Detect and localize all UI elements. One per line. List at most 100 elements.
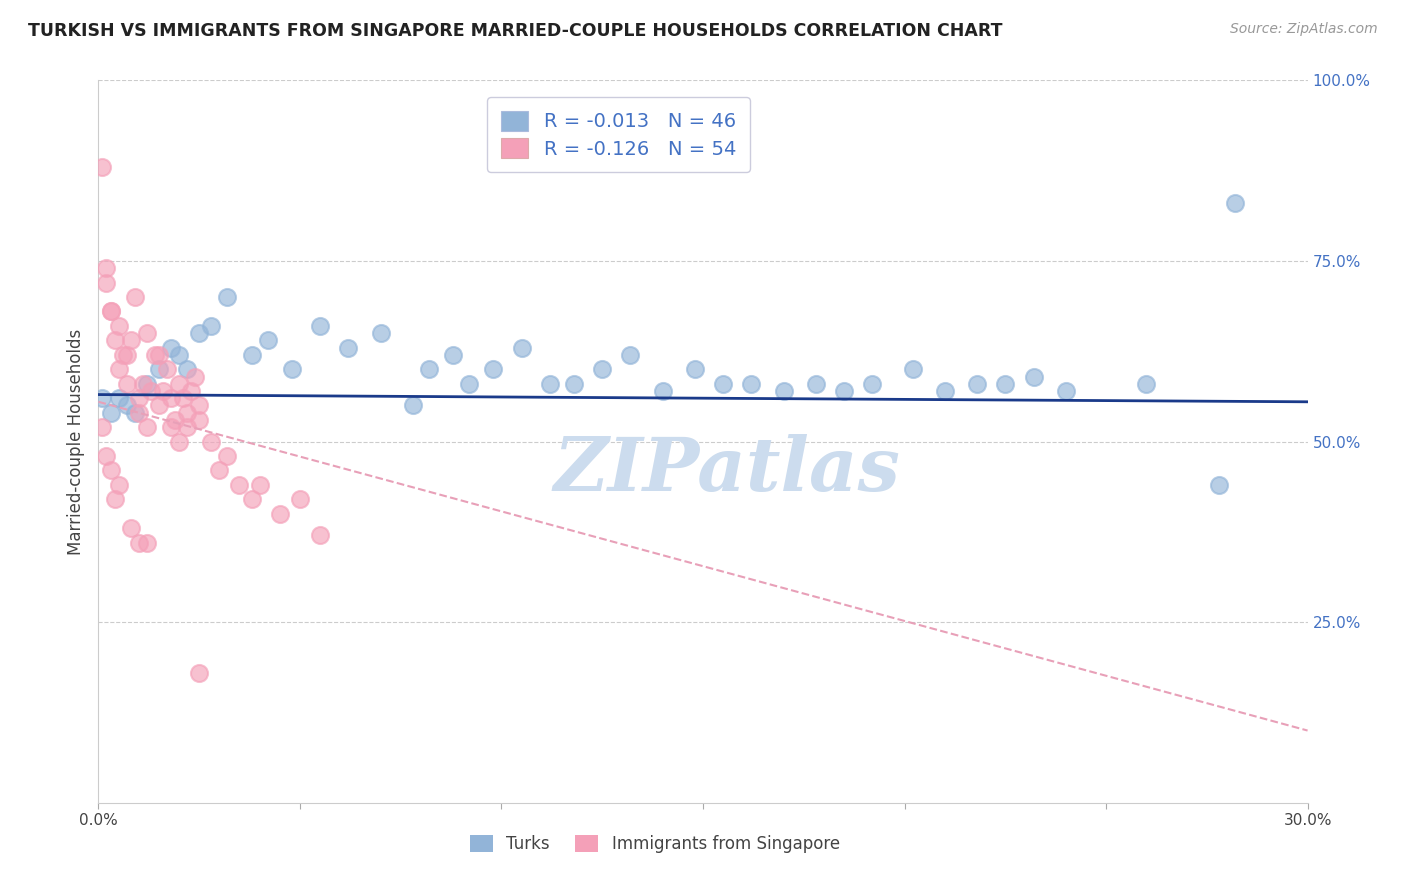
Point (100, 304, 122, 318)
Point (441, 348, 464, 362)
Point (96, 449, 118, 463)
Point (1223, 196, 1246, 211)
Point (1208, 478, 1230, 492)
Point (132, 376, 155, 391)
Point (562, 376, 585, 391)
Point (91, 160, 114, 174)
Point (115, 348, 138, 362)
Point (281, 362, 304, 376)
Point (288, 492, 311, 507)
Point (135, 376, 157, 391)
Point (482, 362, 505, 376)
Text: Source: ZipAtlas.com: Source: ZipAtlas.com (1230, 22, 1378, 37)
Text: TURKISH VS IMMIGRANTS FROM SINGAPORE MARRIED-COUPLE HOUSEHOLDS CORRELATION CHART: TURKISH VS IMMIGRANTS FROM SINGAPORE MAR… (28, 22, 1002, 40)
Text: ZIPatlas: ZIPatlas (554, 434, 901, 507)
Point (100, 406, 122, 420)
Point (124, 290, 146, 304)
Point (1022, 369, 1045, 384)
Point (176, 420, 198, 434)
Point (120, 334, 142, 348)
Point (337, 341, 360, 355)
Point (309, 318, 332, 333)
Point (901, 362, 924, 376)
Point (176, 362, 198, 376)
Point (176, 406, 198, 420)
Point (188, 413, 211, 427)
Point (228, 478, 250, 492)
Legend: Turks, Immigrants from Singapore: Turks, Immigrants from Singapore (463, 828, 846, 860)
Point (966, 376, 988, 391)
Point (1135, 376, 1157, 391)
Point (619, 348, 641, 362)
Point (309, 528, 332, 542)
Point (172, 391, 194, 405)
Point (740, 376, 762, 391)
Point (418, 362, 440, 376)
Point (370, 326, 392, 340)
Point (184, 369, 207, 384)
Point (91, 420, 114, 434)
Point (135, 535, 157, 549)
Point (148, 398, 170, 412)
Point (120, 521, 142, 535)
Point (188, 398, 211, 412)
Point (100, 304, 122, 318)
Point (96, 276, 118, 290)
Point (249, 478, 271, 492)
Point (103, 334, 125, 348)
Point (188, 326, 211, 340)
Point (188, 665, 211, 680)
Point (683, 362, 706, 376)
Point (458, 376, 481, 391)
Point (711, 376, 734, 391)
Point (152, 384, 174, 398)
Point (128, 391, 150, 405)
Point (124, 406, 146, 420)
Point (96, 261, 118, 276)
Point (994, 376, 1017, 391)
Point (148, 348, 170, 362)
Point (107, 318, 129, 333)
Point (804, 376, 827, 391)
Point (934, 384, 956, 398)
Point (167, 376, 190, 391)
Point (135, 326, 157, 340)
Point (538, 376, 561, 391)
Point (1054, 384, 1077, 398)
Point (217, 290, 239, 304)
Point (240, 492, 263, 507)
Point (148, 362, 170, 376)
Point (651, 384, 673, 398)
Point (139, 384, 162, 398)
Point (832, 384, 855, 398)
Point (591, 362, 613, 376)
Point (163, 413, 186, 427)
Point (160, 391, 183, 405)
Point (107, 362, 129, 376)
Point (240, 348, 263, 362)
Point (180, 384, 202, 398)
Point (103, 492, 125, 507)
Point (510, 341, 533, 355)
Point (772, 384, 794, 398)
Point (91, 391, 114, 405)
Point (167, 434, 190, 449)
Point (160, 420, 183, 434)
Point (111, 348, 134, 362)
Point (269, 507, 291, 521)
Point (100, 463, 122, 477)
Point (200, 318, 222, 333)
Y-axis label: Married-couple Households: Married-couple Households (66, 328, 84, 555)
Point (115, 398, 138, 412)
Point (860, 376, 883, 391)
Point (167, 348, 190, 362)
Point (128, 535, 150, 549)
Point (143, 348, 166, 362)
Point (156, 362, 179, 376)
Point (128, 406, 150, 420)
Point (135, 420, 157, 434)
Point (115, 376, 138, 391)
Point (256, 334, 278, 348)
Point (402, 398, 425, 412)
Point (208, 463, 231, 477)
